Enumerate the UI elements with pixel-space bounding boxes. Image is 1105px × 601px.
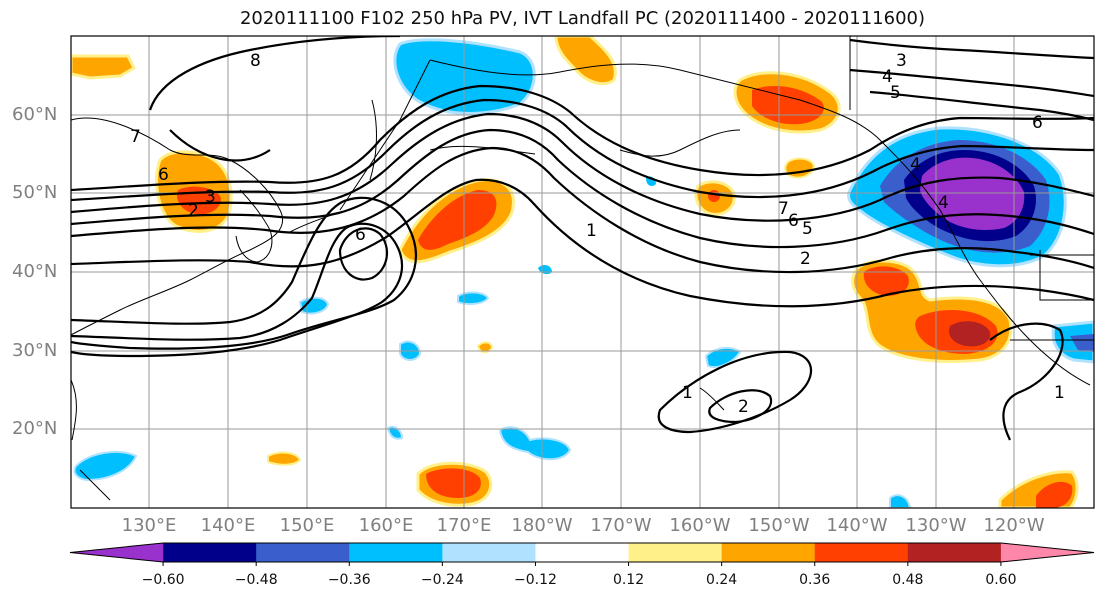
contour-label: 3 (205, 187, 216, 207)
colorbar-tick-label: 0.48 (892, 572, 924, 588)
colorbar-segment (814, 543, 909, 562)
contour-label: 6 (788, 211, 799, 231)
lon-label: 170°W (590, 515, 652, 536)
coastlines (71, 36, 1094, 501)
contour-label: 1 (1054, 383, 1065, 403)
contour-label: 5 (890, 83, 901, 103)
colorbar-segment (721, 543, 816, 562)
pv-contours (71, 36, 1094, 441)
lon-label: 140°W (826, 515, 888, 536)
colorbar-tick-label: 0.24 (706, 572, 738, 588)
contour-labels: 8 7 6 3 2 6 1 3 4 5 6 4 7 6 5 2 1 2 1 4 (130, 51, 1065, 417)
colorbar-segment (442, 543, 536, 562)
contour-label: 4 (910, 155, 921, 175)
lon-label: 150°E (279, 515, 335, 536)
colorbar-tick-label: −0.36 (327, 572, 371, 588)
contour-label: 1 (586, 221, 597, 241)
contour-label: 8 (250, 51, 261, 71)
lon-label: 180°W (511, 515, 573, 536)
lon-label: 140°E (200, 515, 256, 536)
colorbar-segment (628, 543, 723, 562)
shading-layer (71, 36, 1094, 508)
colorbar-segment (70, 543, 164, 562)
lon-label: 160°W (669, 515, 731, 536)
lon-label: 130°E (121, 515, 177, 536)
contour-label: 2 (738, 397, 749, 417)
lon-label: 170°E (436, 515, 492, 536)
lon-label: 120°W (983, 515, 1045, 536)
colorbar-tick-label: −0.24 (420, 572, 464, 588)
colorbar-segment (535, 543, 630, 562)
graticule (71, 36, 1094, 508)
contour-label: 4 (938, 193, 949, 213)
plot-title: 2020111100 F102 250 hPa PV, IVT Landfall… (239, 8, 926, 29)
contour-label: 4 (882, 67, 893, 87)
contour-label: 6 (158, 165, 169, 185)
contour-label: 6 (355, 225, 366, 245)
colorbar-tick-label: −0.48 (234, 572, 278, 588)
contour-label: 7 (778, 199, 789, 219)
contour-label: 7 (130, 127, 141, 147)
map-frame (70, 35, 1095, 509)
colorbar-tick-label: −0.12 (514, 572, 557, 588)
contour-label: 3 (896, 51, 907, 71)
colorbar-segment (907, 543, 1002, 562)
lon-label: 160°E (358, 515, 414, 536)
contour-label: 6 (1032, 113, 1043, 133)
lat-label: 60°N (12, 104, 58, 125)
contour-label: 5 (802, 219, 813, 239)
colorbar-tick-label: 0.12 (612, 572, 645, 588)
contour-label: 2 (188, 201, 199, 221)
lat-label: 20°N (12, 418, 58, 439)
contour-label: 2 (800, 249, 811, 269)
colorbar-tick-label: 0.36 (799, 572, 831, 588)
colorbar-segment (349, 543, 443, 562)
lon-label: 150°W (748, 515, 810, 536)
colorbar-segment (256, 543, 350, 562)
colorbar-segment (163, 543, 257, 562)
colorbar-tick-label: 0.60 (985, 572, 1017, 588)
lat-label: 50°N (12, 182, 58, 203)
lat-label: 30°N (12, 340, 58, 361)
contour-label: 1 (682, 383, 693, 403)
colorbar-segment (1000, 543, 1094, 562)
colorbar-tick-label: −0.60 (141, 572, 185, 588)
lon-label: 130°W (905, 515, 967, 536)
lat-label: 40°N (12, 261, 58, 282)
